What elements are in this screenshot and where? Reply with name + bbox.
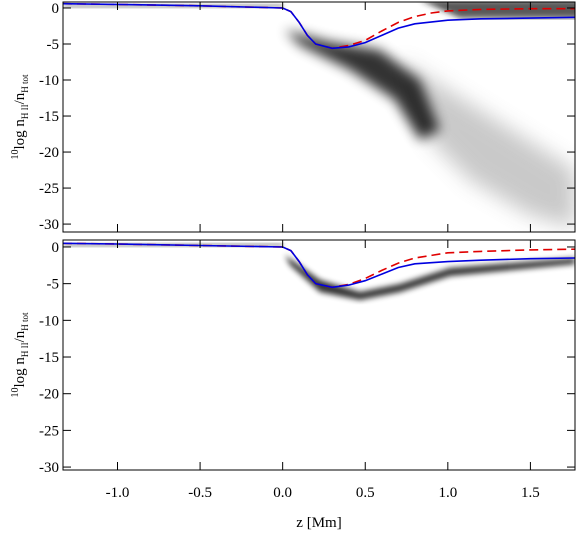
x-tick-label: 0.5	[356, 485, 375, 501]
y-tick-label: -10	[39, 313, 59, 329]
curves	[63, 2, 575, 50]
y-label-part: /n	[12, 330, 28, 342]
y-tick-label: -30	[39, 460, 59, 476]
y-tick-label: -10	[39, 73, 59, 89]
y-label-part: log n	[12, 357, 28, 388]
x-axis-label: z [Mm]	[296, 515, 341, 531]
density-top	[63, 2, 575, 228]
density-bottom	[63, 243, 575, 300]
y-tick-label: -15	[39, 109, 59, 125]
series-line	[63, 2, 575, 50]
y-tick-label: -15	[39, 350, 59, 366]
y-label-part: H tot	[20, 312, 30, 331]
x-tick-label: 1.0	[438, 485, 457, 501]
y-tick-label: -25	[39, 181, 59, 197]
y-axis-label: 10log nH II/nH tot	[10, 74, 30, 160]
y-label-part: 10	[10, 388, 21, 398]
y-tick-label: -25	[39, 423, 59, 439]
curves	[63, 242, 575, 289]
y-tick-label: -20	[39, 145, 59, 161]
x-tick-label: 0.0	[273, 485, 292, 501]
y-tick-label: 0	[52, 1, 60, 17]
y-tick-label: -30	[39, 217, 59, 233]
y-tick-label: -5	[47, 37, 60, 53]
y-tick-label: 0	[52, 240, 60, 256]
y-tick-label: -20	[39, 387, 59, 403]
x-tick-label: 1.5	[521, 485, 540, 501]
series-line	[63, 2, 575, 50]
y-label-part: H II	[20, 342, 30, 357]
y-label-part: H tot	[20, 74, 30, 93]
x-tick-label: -0.5	[188, 485, 212, 501]
x-tick-label: -1.0	[106, 485, 130, 501]
y-axis-label: 10log nH II/nH tot	[10, 312, 30, 398]
plot-frame	[62, 1, 576, 233]
y-label-part: /n	[12, 92, 28, 104]
y-tick-label: -5	[47, 277, 60, 293]
plot-frame	[62, 239, 576, 471]
y-label-part: H II	[20, 104, 30, 119]
y-label-part: 10	[10, 150, 21, 160]
series-line	[63, 242, 575, 289]
y-label-part: log n	[12, 119, 28, 150]
